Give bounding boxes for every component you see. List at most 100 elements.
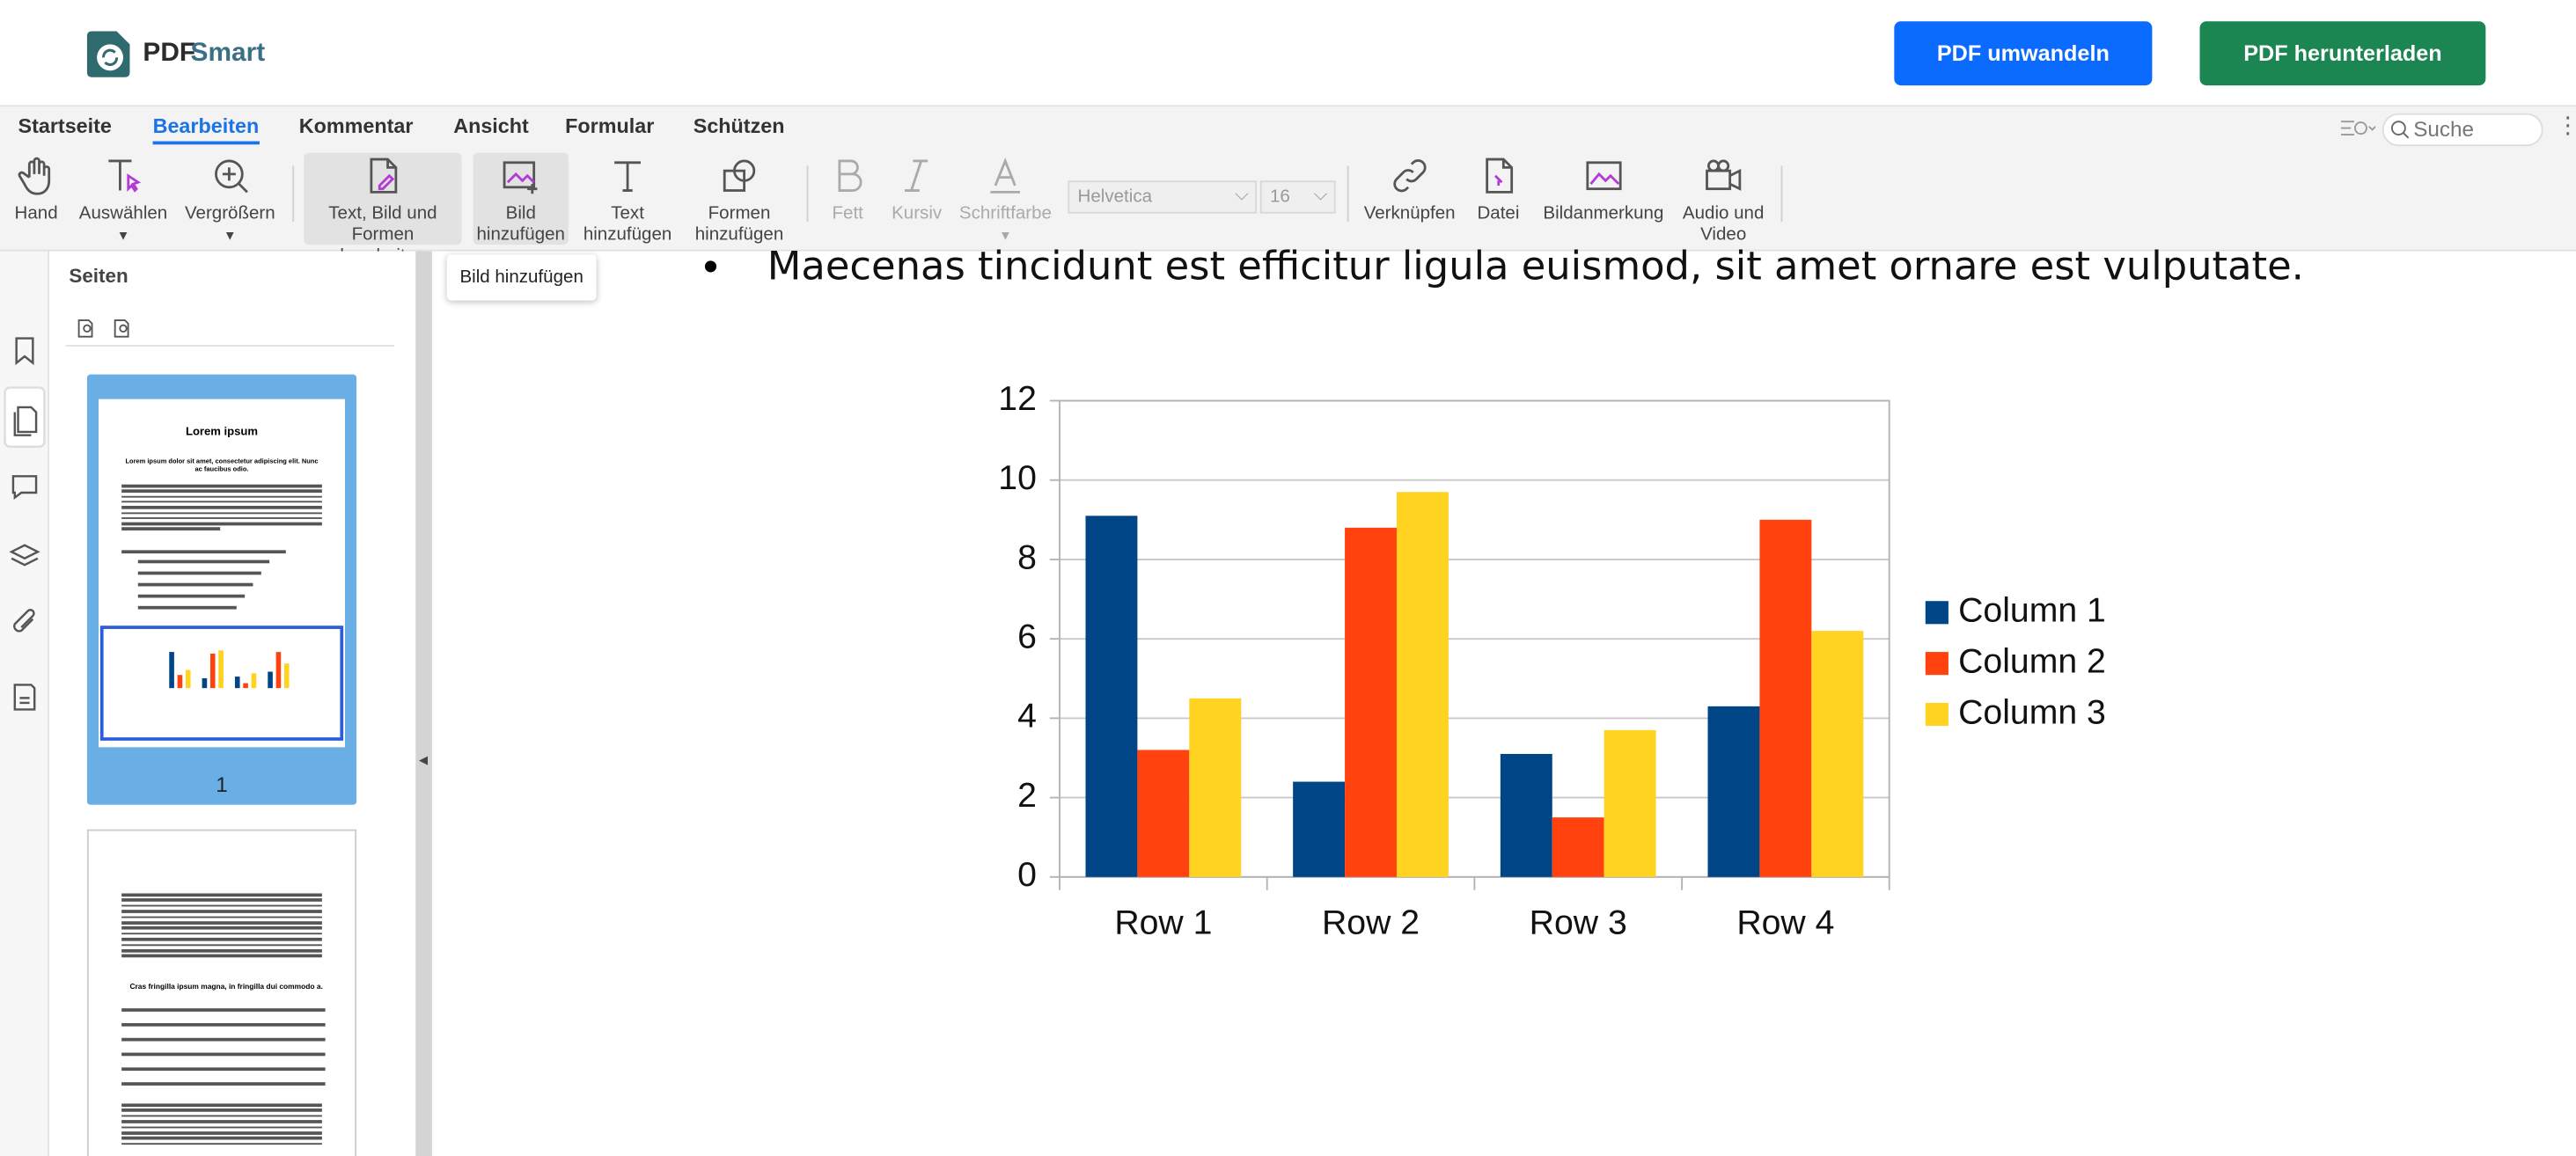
thumb-text-line: [137, 560, 270, 563]
tool: Fett: [828, 156, 868, 224]
thumb-text-line: [121, 921, 322, 925]
bar: [1137, 750, 1190, 877]
thumb-text-line: [137, 582, 253, 586]
thumb-text-line: [121, 1082, 326, 1085]
tool-highlight: [304, 152, 462, 245]
thumb-text-line: [121, 484, 322, 487]
separator: [806, 165, 809, 223]
font-name: Helvetica: [1077, 187, 1153, 208]
thumb-page: Lorem ipsum Lorem ipsum dolor sit amet, …: [99, 399, 346, 748]
page-thumb[interactable]: Cras fringilla ipsum magna, in fringilla…: [86, 829, 357, 1156]
font-select: Helvetica ⌵: [1068, 180, 1258, 214]
y-tick-label: 4: [1017, 698, 1037, 735]
separator: [1780, 165, 1783, 223]
tool-label: Bildanmerkung: [1543, 203, 1664, 223]
thumb-text-line: [121, 926, 322, 930]
logo-text: PDF: [143, 39, 196, 68]
thumb-text-line: [121, 955, 322, 958]
y-tick-label: 8: [1017, 538, 1037, 576]
thumb-text-line: [121, 1022, 326, 1026]
thumb-text-line: [121, 527, 221, 530]
tool-label: Auswählen: [78, 203, 168, 223]
tool-highlight: [473, 152, 569, 245]
panel-title: Seiten: [69, 264, 128, 288]
view-icon[interactable]: [2339, 117, 2376, 140]
tab[interactable]: Schützen: [693, 114, 785, 138]
tab[interactable]: Formular: [565, 114, 655, 138]
thumb-text-line: [121, 1108, 322, 1112]
thumb-text-line: [121, 494, 322, 498]
legend-swatch: [1925, 652, 1949, 676]
tool-label: Fett: [832, 203, 863, 223]
bar: [1500, 753, 1552, 877]
y-tick-label: 12: [998, 380, 1037, 418]
thumb-text-line: [137, 605, 237, 609]
legend-swatch: [1925, 601, 1949, 625]
thumb-text-line: [121, 943, 322, 947]
bar: [1707, 706, 1760, 877]
tool[interactable]: Bildanmerkung: [1543, 156, 1663, 224]
convert-button[interactable]: PDF umwandeln: [1894, 21, 2153, 86]
thumb-text-line: [121, 932, 322, 935]
splitter[interactable]: ◀: [415, 251, 432, 1156]
x-tick-label: Row 3: [1530, 904, 1627, 941]
page-thumb-selected[interactable]: Lorem ipsum Lorem ipsum dolor sit amet, …: [86, 374, 357, 805]
thumb-text-line: [121, 1037, 326, 1041]
tab[interactable]: Ansicht: [453, 114, 529, 138]
tool[interactable]: Text hinzufügen: [582, 156, 674, 246]
bar: [1345, 527, 1397, 877]
tool[interactable]: Hand: [15, 156, 58, 224]
font-size: 16: [1269, 187, 1290, 208]
search-placeholder: Suche: [2413, 116, 2475, 142]
bar: [1085, 516, 1138, 877]
y-tick-label: 2: [1017, 777, 1037, 815]
tool-label: Audio und Video: [1682, 203, 1765, 245]
y-tick-label: 6: [1017, 618, 1037, 656]
legend-label: Column 3: [1958, 693, 2106, 731]
tool-label: Text hinzufügen: [583, 203, 672, 245]
legend-label: Column 2: [1958, 643, 2106, 681]
tab[interactable]: Startseite: [18, 114, 112, 138]
tool[interactable]: Verknüpfen: [1364, 156, 1456, 224]
pages-panel: Seiten Lorem ipsum Lorem ipsum dolor sit…: [49, 251, 416, 1156]
thumb-text-line: [121, 910, 322, 913]
tooltip: Bild hinzufügen: [446, 254, 597, 301]
thumb-text-line: [121, 550, 286, 553]
tool[interactable]: Formen hinzufügen: [690, 156, 789, 246]
thumb-text-line: [121, 893, 322, 896]
thumb-text-line: [121, 1008, 326, 1011]
tab-active[interactable]: Bearbeiten: [152, 115, 260, 145]
x-tick-label: Row 4: [1736, 904, 1834, 941]
more-icon[interactable]: ⋮: [2557, 112, 2576, 140]
strip-icons: [4, 337, 46, 711]
y-tick-label: 10: [998, 459, 1037, 497]
panel-tools[interactable]: [76, 317, 142, 340]
tab[interactable]: Kommentar: [298, 114, 414, 138]
thumb-title: Lorem ipsum: [185, 427, 259, 439]
search-box[interactable]: Suche: [2382, 113, 2543, 147]
download-button[interactable]: PDF herunterladen: [2199, 21, 2486, 86]
tool[interactable]: Audio und Video: [1677, 156, 1770, 246]
thumb-text-line: [121, 1115, 322, 1117]
tool[interactable]: Datei: [1477, 156, 1519, 224]
bar: [1811, 631, 1864, 877]
thumb-text-line: [121, 516, 322, 520]
x-tick-label: Row 1: [1114, 904, 1212, 941]
tool-label: Formen hinzufügen: [694, 203, 784, 245]
tool-label: Bild hinzufügen: [476, 203, 565, 245]
tool[interactable]: Auswählen ▼: [79, 156, 167, 246]
tool: Kursiv: [892, 156, 942, 224]
thumb-text-line: [121, 915, 322, 918]
icon-strip: [0, 251, 50, 1156]
thumb-text-line: [121, 506, 322, 509]
tool-label: Hand: [14, 203, 58, 223]
tool[interactable]: Vergrößern ▼: [185, 156, 275, 246]
thumb-text-line: [121, 1067, 326, 1071]
bar: [1189, 698, 1242, 877]
tool-label: Vergrößern: [184, 203, 275, 223]
thumb-text-line: [121, 522, 322, 525]
thumb-text-line: [121, 501, 322, 503]
tool[interactable]: Bild hinzufügen: [474, 156, 567, 246]
tool-label: Kursiv: [892, 203, 943, 223]
bar: [1552, 817, 1604, 877]
